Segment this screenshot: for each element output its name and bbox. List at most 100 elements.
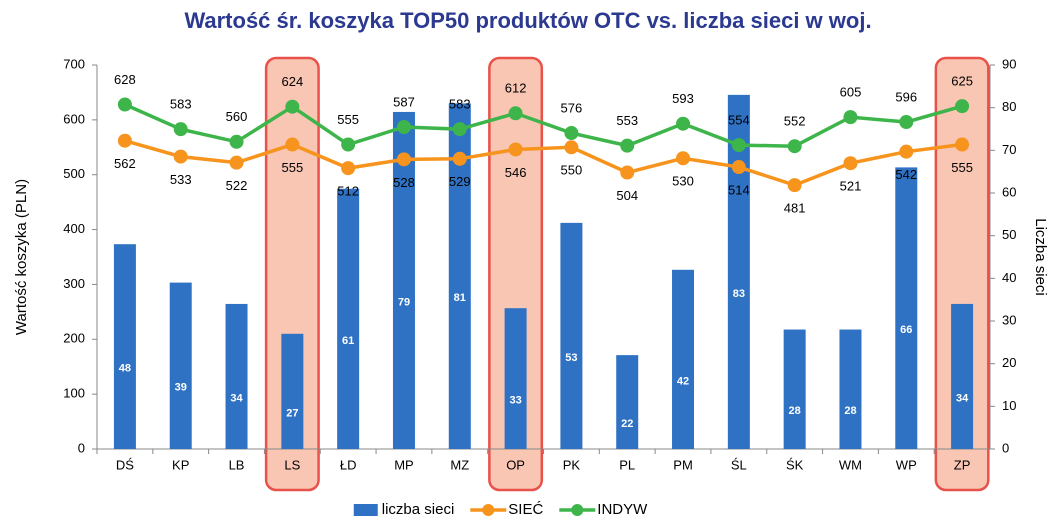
data-label: 521	[840, 179, 862, 194]
x-tick-label: MP	[394, 457, 414, 472]
x-tick-label: ŚL	[731, 457, 747, 472]
data-label: 504	[616, 188, 638, 203]
y-tick-label: 200	[63, 331, 85, 346]
y2-tick-label: 60	[1002, 184, 1016, 199]
bar-label: 42	[677, 375, 689, 387]
marker	[843, 110, 858, 125]
marker	[173, 122, 188, 137]
bar	[839, 329, 862, 449]
y-tick-label: 300	[63, 276, 85, 291]
data-label: 481	[784, 201, 806, 216]
marker	[620, 138, 635, 153]
marker	[452, 151, 467, 166]
bar-label: 28	[789, 405, 801, 417]
marker	[676, 151, 691, 166]
y2-tick-label: 80	[1002, 99, 1016, 114]
data-label: 542	[895, 167, 917, 182]
bar	[113, 244, 136, 449]
line	[124, 139, 963, 187]
data-label: 555	[281, 160, 303, 175]
highlight-box	[934, 56, 990, 492]
y2-tick-label: 50	[1002, 227, 1016, 242]
y2-axis-title: Liczba sieci	[1032, 218, 1049, 296]
bar-label: 22	[621, 418, 633, 430]
x-tick-label: PK	[563, 457, 581, 472]
x-tick-label: ŚK	[786, 457, 804, 472]
x-tick-label: ŁD	[340, 457, 357, 472]
y-tick-label: 700	[63, 56, 85, 71]
data-label: 522	[226, 178, 248, 193]
data-label: 530	[672, 174, 694, 189]
data-label: 612	[505, 81, 527, 96]
data-label: 625	[951, 74, 973, 89]
y-axis-title: Wartość koszyka (PLN)	[13, 179, 30, 335]
marker	[285, 137, 300, 152]
bar-label: 53	[565, 352, 577, 364]
marker	[452, 122, 467, 137]
x-tick-label: ZP	[954, 457, 971, 472]
bar	[337, 188, 360, 449]
marker	[955, 137, 970, 152]
marker	[731, 138, 746, 153]
data-label: 596	[895, 89, 917, 104]
bar-label: 34	[230, 392, 243, 404]
highlights	[264, 56, 990, 492]
y2-tick-label: 10	[1002, 398, 1016, 413]
bar	[225, 303, 248, 449]
marker	[620, 165, 635, 180]
data-label: 555	[337, 112, 359, 127]
legend-swatch	[571, 504, 584, 516]
marker	[508, 142, 523, 157]
y-tick-label: 600	[63, 111, 85, 126]
highlight-box	[488, 56, 544, 492]
bar-label: 33	[509, 395, 521, 407]
bar-label: 83	[733, 288, 745, 300]
y2-tick-label: 20	[1002, 355, 1016, 370]
x-tick-label: LB	[229, 457, 245, 472]
y-tick-label: 400	[63, 221, 85, 236]
bar-label: 39	[175, 382, 187, 394]
data-label: 550	[561, 163, 583, 178]
marker	[341, 161, 356, 176]
x-tick-label: WM	[839, 457, 862, 472]
bar	[616, 355, 639, 449]
chart-title: Wartość śr. koszyka TOP50 produktów OTC …	[184, 8, 871, 33]
legend-label: INDYW	[597, 501, 648, 518]
data-label: 624	[281, 74, 303, 89]
legend-label: liczba sieci	[382, 501, 455, 518]
marker	[676, 116, 691, 131]
bar-label: 81	[454, 292, 466, 304]
bar	[895, 167, 918, 449]
data-label: 528	[393, 175, 415, 190]
data-label: 560	[226, 109, 248, 124]
data-label: 583	[170, 97, 192, 112]
bar	[727, 94, 750, 449]
plot: 0 100 200 300 400 500 600 700 0 10 20 30 40 50 60 70 80 9…	[63, 56, 1016, 518]
bar-label: 28	[844, 405, 856, 417]
bar	[504, 308, 527, 449]
y2-tick-label: 90	[1002, 56, 1016, 71]
x-tick-label: OP	[506, 457, 525, 472]
y2-tick-label: 40	[1002, 270, 1016, 285]
marker	[955, 99, 970, 114]
y2-tick-label: 70	[1002, 142, 1016, 157]
marker	[396, 152, 411, 167]
marker	[564, 126, 579, 141]
marker	[117, 97, 132, 112]
bar	[448, 103, 471, 450]
y2-tick-label: 30	[1002, 312, 1016, 327]
data-label: 553	[616, 113, 638, 128]
data-label: 628	[114, 72, 136, 87]
marker	[787, 178, 802, 193]
marker	[173, 149, 188, 164]
marker	[229, 134, 244, 149]
legend-swatch	[482, 504, 495, 516]
y-tick-label: 500	[63, 166, 85, 181]
bar-label: 79	[398, 296, 410, 308]
x-tick-label: PL	[619, 457, 635, 472]
x-tick-label: MZ	[450, 457, 469, 472]
y-tick-label: 100	[63, 386, 85, 401]
data-label: 533	[170, 172, 192, 187]
marker	[341, 137, 356, 152]
